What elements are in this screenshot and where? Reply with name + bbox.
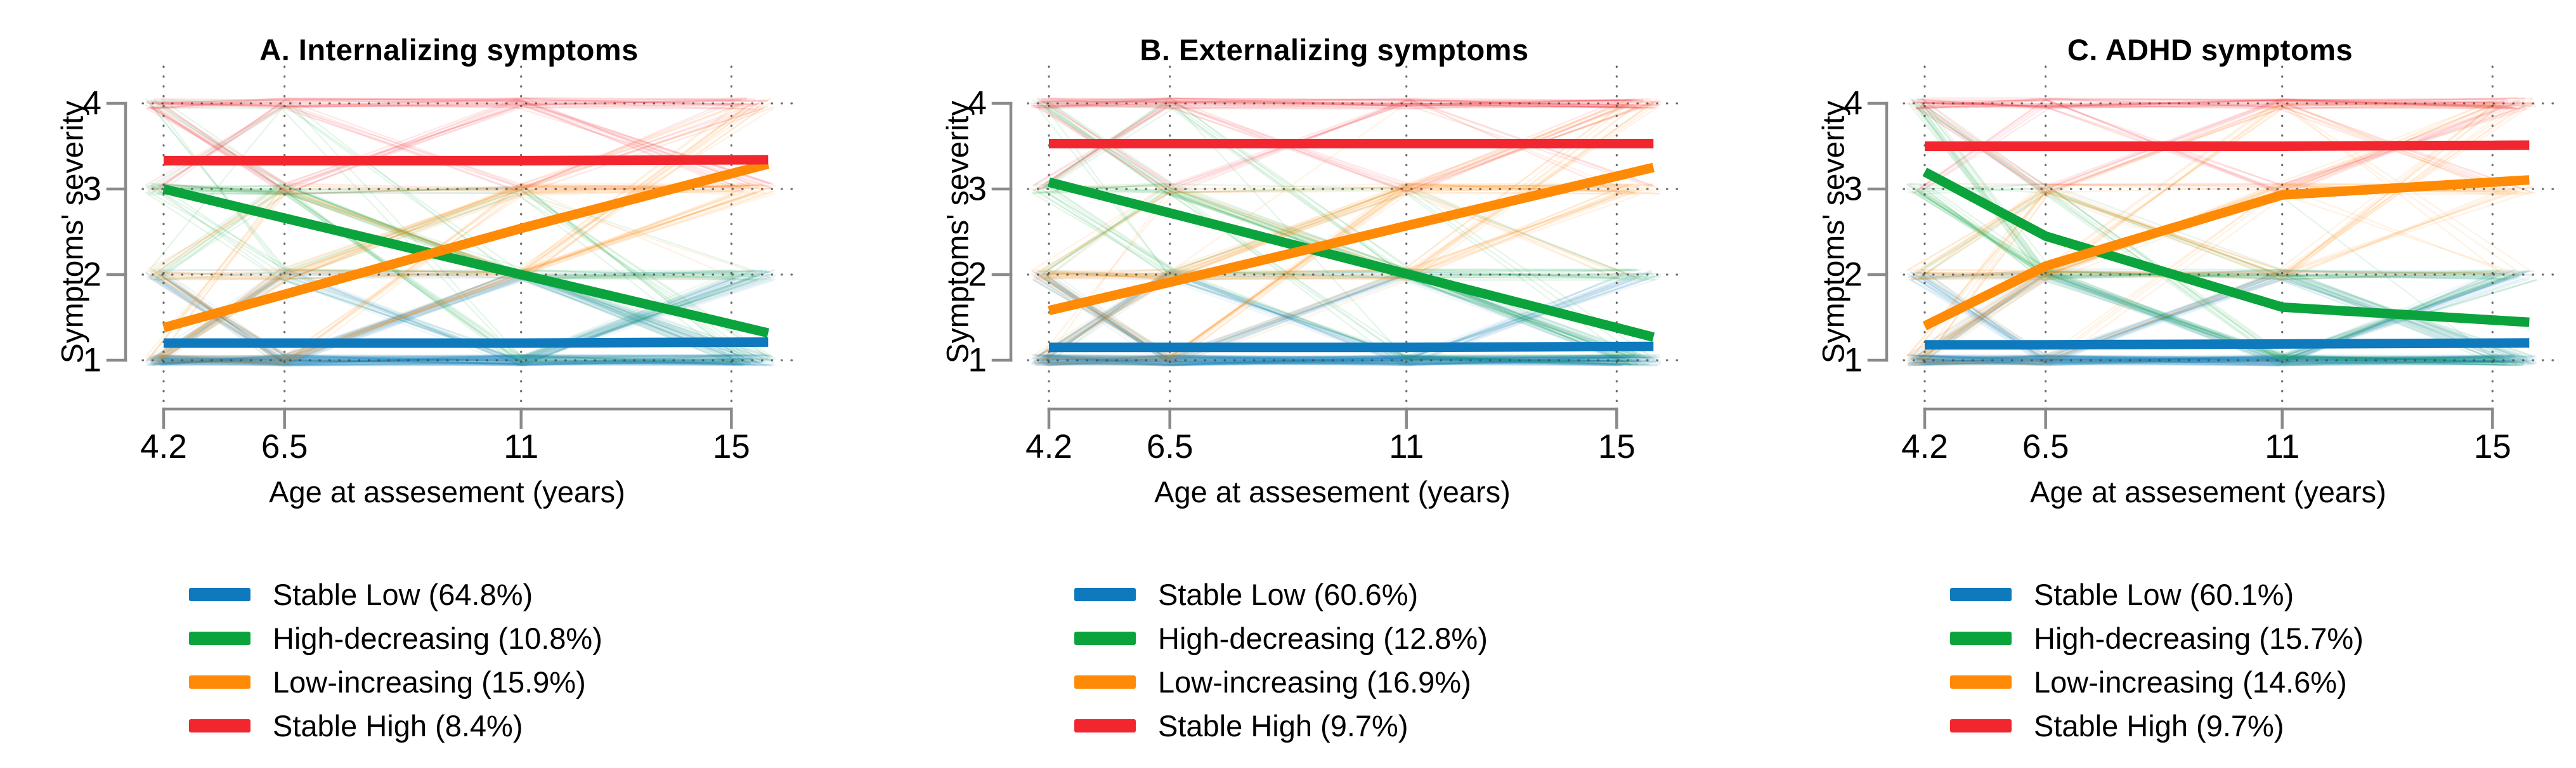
x-tick-label: 11 (2265, 428, 2300, 465)
legend-swatch-stable-low (1074, 588, 1136, 601)
y-tick-label: 1 (1844, 341, 1863, 379)
y-tick-label: 4 (82, 84, 101, 122)
y-tick-label: 2 (1844, 256, 1863, 294)
plot-area (106, 65, 797, 429)
legend-label: Low-increasing (15.9%) (273, 665, 586, 699)
panel-a-internalizing: A. Internalizing symptoms Symptoms' seve… (0, 0, 859, 768)
x-tick-label: 15 (1597, 428, 1636, 465)
x-tick-label: 15 (2473, 428, 2511, 465)
legend-swatch-stable-high (1074, 719, 1136, 732)
legend-label: Stable Low (64.8%) (273, 578, 533, 611)
x-tick-label: 6.5 (1146, 428, 1194, 465)
legend-swatch-stable-high (1950, 719, 2012, 732)
legend: Stable Low (64.8%) High-decreasing (10.8… (189, 573, 602, 748)
y-tick-label: 1 (968, 341, 987, 379)
plot-area (991, 65, 1682, 429)
legend-label: High-decreasing (15.7%) (2034, 622, 2364, 655)
legend-item-stable-low: Stable Low (60.6%) (1074, 573, 1488, 616)
legend: Stable Low (60.6%) High-decreasing (12.8… (1074, 573, 1488, 748)
legend-label: Stable High (8.4%) (273, 709, 523, 743)
legend-item-high-decreasing: High-decreasing (12.8%) (1074, 616, 1488, 660)
legend-swatch-stable-low (1950, 588, 2012, 601)
panel-title: C. ADHD symptoms (2067, 33, 2353, 67)
legend-label: Low-increasing (16.9%) (1158, 665, 1471, 699)
y-tick-label: 4 (1844, 84, 1863, 122)
legend-item-low-increasing: Low-increasing (14.6%) (1950, 660, 2364, 704)
x-tick-label: 4.2 (1025, 428, 1072, 465)
panel-title: A. Internalizing symptoms (259, 33, 639, 67)
legend-item-low-increasing: Low-increasing (15.9%) (189, 660, 602, 704)
plot-area (1867, 65, 2558, 429)
legend-swatch-low-increasing (1950, 675, 2012, 689)
legend-label: Stable Low (60.1%) (2034, 578, 2294, 611)
y-tick-label: 4 (968, 84, 987, 122)
x-axis-label: Age at assesement (years) (1154, 475, 1511, 509)
legend-label: Stable Low (60.6%) (1158, 578, 1419, 611)
x-tick-label: 4.2 (140, 428, 187, 465)
legend-item-stable-low: Stable Low (64.8%) (189, 573, 602, 616)
legend-swatch-high-decreasing (189, 632, 250, 645)
legend-item-stable-high: Stable High (8.4%) (189, 704, 602, 748)
legend-swatch-low-increasing (1074, 675, 1136, 689)
panel-title: B. Externalizing symptoms (1140, 33, 1529, 67)
panel-b-externalizing: B. Externalizing symptoms Symptoms' seve… (859, 0, 1717, 768)
legend-label: High-decreasing (10.8%) (273, 622, 602, 655)
legend-item-stable-low: Stable Low (60.1%) (1950, 573, 2364, 616)
x-tick-label: 11 (504, 428, 539, 465)
legend-swatch-stable-low (189, 588, 250, 601)
y-tick-label: 3 (82, 170, 101, 208)
legend-swatch-stable-high (189, 719, 250, 732)
legend-item-low-increasing: Low-increasing (16.9%) (1074, 660, 1488, 704)
y-tick-label: 1 (82, 341, 101, 379)
legend-label: Stable High (9.7%) (1158, 709, 1408, 743)
x-tick-label: 6.5 (261, 428, 308, 465)
y-tick-label: 2 (968, 256, 987, 294)
y-tick-label: 3 (1844, 170, 1863, 208)
legend: Stable Low (60.1%) High-decreasing (15.7… (1950, 573, 2364, 748)
y-tick-label: 2 (82, 256, 101, 294)
legend-label: Stable High (9.7%) (2034, 709, 2284, 743)
legend-item-stable-high: Stable High (9.7%) (1074, 704, 1488, 748)
legend-item-high-decreasing: High-decreasing (10.8%) (189, 616, 602, 660)
x-tick-label: 6.5 (2022, 428, 2069, 465)
legend-label: Low-increasing (14.6%) (2034, 665, 2347, 699)
y-tick-label: 3 (968, 170, 987, 208)
x-tick-label: 4.2 (1901, 428, 1948, 465)
legend-swatch-low-increasing (189, 675, 250, 689)
legend-swatch-high-decreasing (1074, 632, 1136, 645)
legend-label: High-decreasing (12.8%) (1158, 622, 1488, 655)
x-tick-label: 15 (712, 428, 750, 465)
legend-swatch-high-decreasing (1950, 632, 2012, 645)
x-tick-label: 11 (1389, 428, 1424, 465)
x-axis-label: Age at assesement (years) (2030, 475, 2386, 509)
panel-c-adhd: C. ADHD symptoms Symptoms' severity 4 3 … (1717, 0, 2576, 768)
legend-item-high-decreasing: High-decreasing (15.7%) (1950, 616, 2364, 660)
x-axis-label: Age at assesement (years) (269, 475, 625, 509)
legend-item-stable-high: Stable High (9.7%) (1950, 704, 2364, 748)
